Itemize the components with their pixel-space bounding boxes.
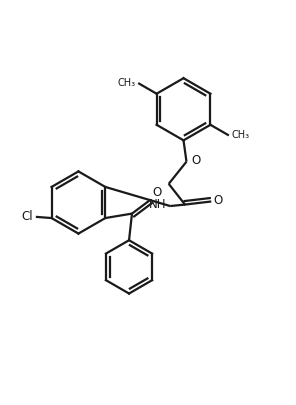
Text: NH: NH [149,198,166,211]
Text: O: O [192,154,201,167]
Text: O: O [153,186,162,199]
Text: Cl: Cl [21,210,33,223]
Text: CH₃: CH₃ [118,78,136,88]
Text: CH₃: CH₃ [231,130,250,141]
Text: O: O [213,194,222,207]
